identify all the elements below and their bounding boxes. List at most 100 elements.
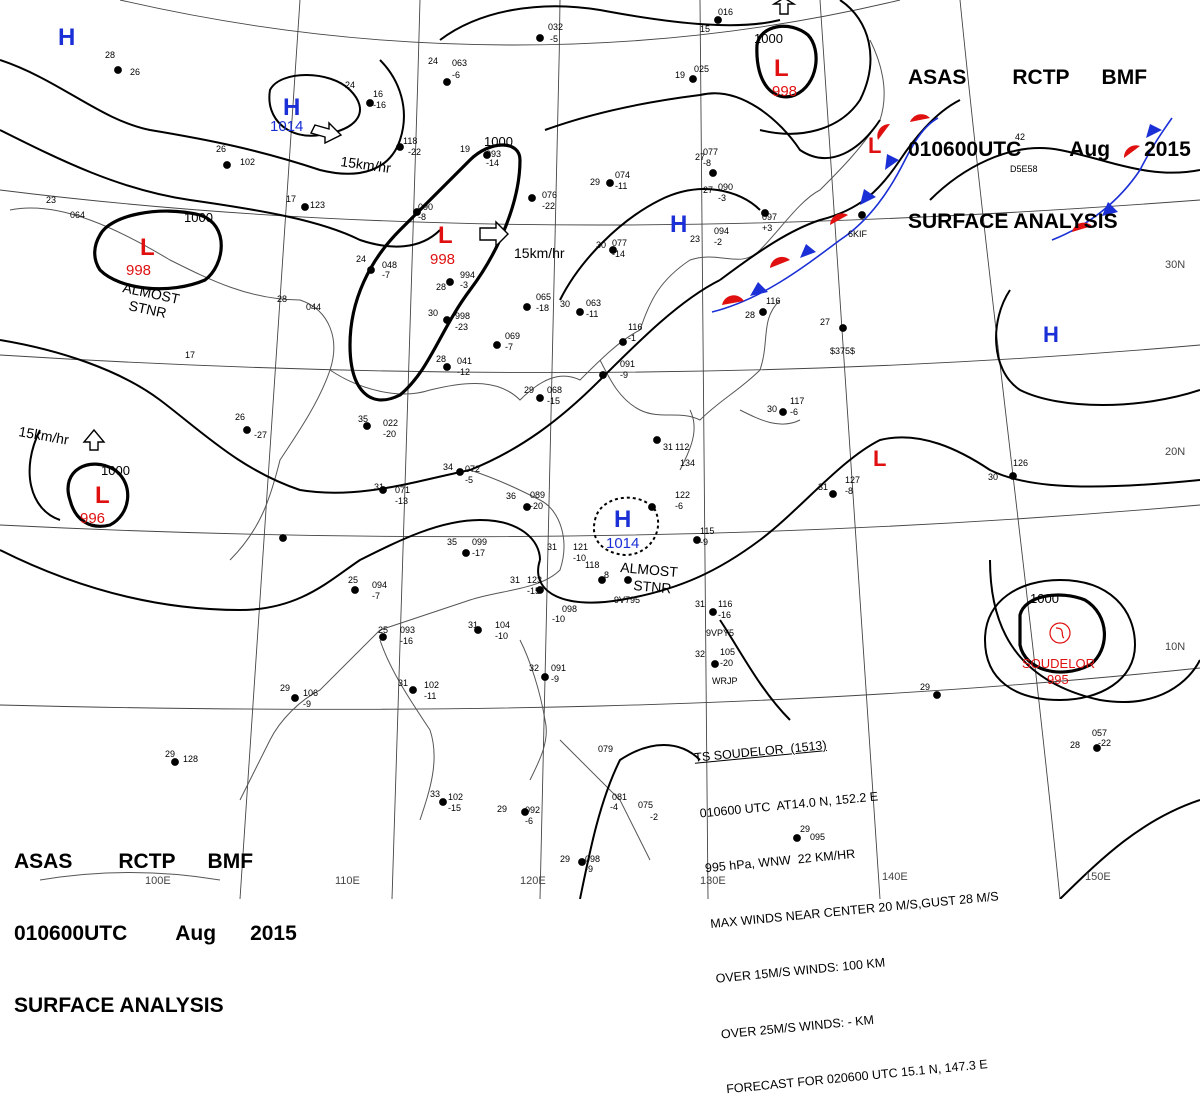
svg-text:079: 079 [598,744,613,754]
svg-text:-9: -9 [585,864,593,874]
isobars-heavy [66,24,1106,674]
soudelor-pressure: 995 [1047,672,1069,687]
svg-text:29: 29 [590,177,600,187]
isobar-labels: 1000 1000 1000 1000 1000 [101,31,1059,606]
svg-text:-7: -7 [382,270,390,280]
svg-text:122: 122 [675,490,690,500]
svg-text:-18: -18 [536,303,549,313]
svg-text:28: 28 [436,354,446,364]
svg-text:102: 102 [448,792,463,802]
svg-text:30: 30 [428,308,438,318]
svg-text:048: 048 [382,260,397,270]
svg-text:-20: -20 [383,429,396,439]
low-center-central: L [438,222,453,249]
svg-text:26: 26 [235,412,245,422]
storm-line-maxwinds: MAX WINDS NEAR CENTER 20 M/S,GUST 28 M/S [709,888,1000,931]
low-center-india: L [95,482,110,509]
svg-text:081: 081 [612,792,627,802]
isobar-label-india: 1000 [101,463,130,478]
svg-text:-6: -6 [452,70,460,80]
low-value-india: 996 [80,510,105,527]
svg-text:065: 065 [536,292,551,302]
svg-text:-15: -15 [448,803,461,813]
svg-text:118: 118 [585,560,599,570]
svg-text:-6: -6 [525,816,533,826]
svg-text:24: 24 [428,56,438,66]
svg-text:31: 31 [818,482,828,492]
stnr-label-scs: STNR [633,577,672,596]
high-center-yellowsea: H [670,211,687,238]
svg-text:123: 123 [310,200,325,210]
svg-text:-13: -13 [395,496,408,506]
svg-text:-11: -11 [424,691,436,701]
svg-text:31: 31 [695,599,705,609]
lat-label-10: 10N [1165,641,1185,653]
typhoon-symbol [1049,622,1071,644]
svg-text:099: 099 [472,537,487,547]
lon-label-150: 150E [1085,871,1111,883]
svg-text:29: 29 [497,804,507,814]
almost-label-scs: ALMOST [620,559,679,580]
svg-text:102: 102 [424,680,439,690]
svg-text:127: 127 [845,475,860,485]
svg-text:25: 25 [348,575,358,585]
svg-text:068: 068 [547,385,562,395]
center-values: 998 998 996 998 1014 1014 995 SOUDELOR [80,83,1095,687]
svg-text:23: 23 [46,195,56,205]
svg-text:071: 071 [395,485,410,495]
svg-text:075: 075 [638,800,653,810]
lat-label-30: 30N [1165,259,1185,271]
header-product-line: ASAS RCTP BMF [14,850,254,873]
svg-text:-4: -4 [610,802,618,812]
svg-text:-22: -22 [1098,738,1111,748]
isobar-label-west: 1000 [184,210,213,225]
svg-text:-9: -9 [700,537,708,547]
svg-text:30: 30 [988,472,998,482]
svg-text:077: 077 [703,147,718,157]
svg-text:-16: -16 [400,636,413,646]
svg-text:29: 29 [800,824,810,834]
svg-text:022: 022 [383,418,398,428]
high-value-mongolia: 1014 [270,118,303,135]
isobar-label-central: 1000 [484,134,513,149]
svg-text:-3: -3 [460,280,468,290]
isobar-label-okhotsk: 1000 [754,31,783,46]
svg-text:041: 041 [457,356,472,366]
lon-label-140: 140E [882,871,908,883]
low-center-pacific: L [873,446,886,471]
svg-text:-10: -10 [573,553,586,563]
svg-text:-6: -6 [790,407,798,417]
svg-text:993: 993 [486,149,501,159]
svg-text:-14: -14 [486,158,499,168]
svg-text:-11: -11 [586,309,598,319]
svg-text:116: 116 [628,322,642,332]
svg-text:28: 28 [436,282,446,292]
speed-label-central: 15km/hr [514,245,565,261]
low-center-front: L [868,133,881,158]
svg-text:098: 098 [585,854,600,864]
svg-text:29: 29 [524,385,534,395]
svg-text:-9: -9 [620,370,628,380]
svg-text:31: 31 [547,542,557,552]
svg-text:044: 044 [306,302,321,312]
svg-text:25: 25 [378,625,388,635]
svg-text:31: 31 [510,575,520,585]
svg-text:115: 115 [700,526,714,536]
svg-text:9V795: 9V795 [614,595,640,605]
svg-text:-16: -16 [718,610,731,620]
svg-text:-2: -2 [714,237,722,247]
svg-text:16: 16 [373,89,383,99]
svg-text:31: 31 [468,620,478,630]
low-center-okhotsk: L [774,55,789,82]
svg-text:-8: -8 [418,212,426,222]
svg-text:093: 093 [400,625,415,635]
svg-text:24: 24 [356,254,366,264]
high-value-scs: 1014 [606,535,639,552]
svg-text:29: 29 [280,683,290,693]
lon-label-100: 100E [145,875,171,887]
storm-line-pressure: 995 hPa, WNW 22 KM/HR [704,846,856,876]
svg-text:121: 121 [573,542,588,552]
low-value-central: 998 [430,251,455,268]
svg-text:117: 117 [790,396,804,406]
